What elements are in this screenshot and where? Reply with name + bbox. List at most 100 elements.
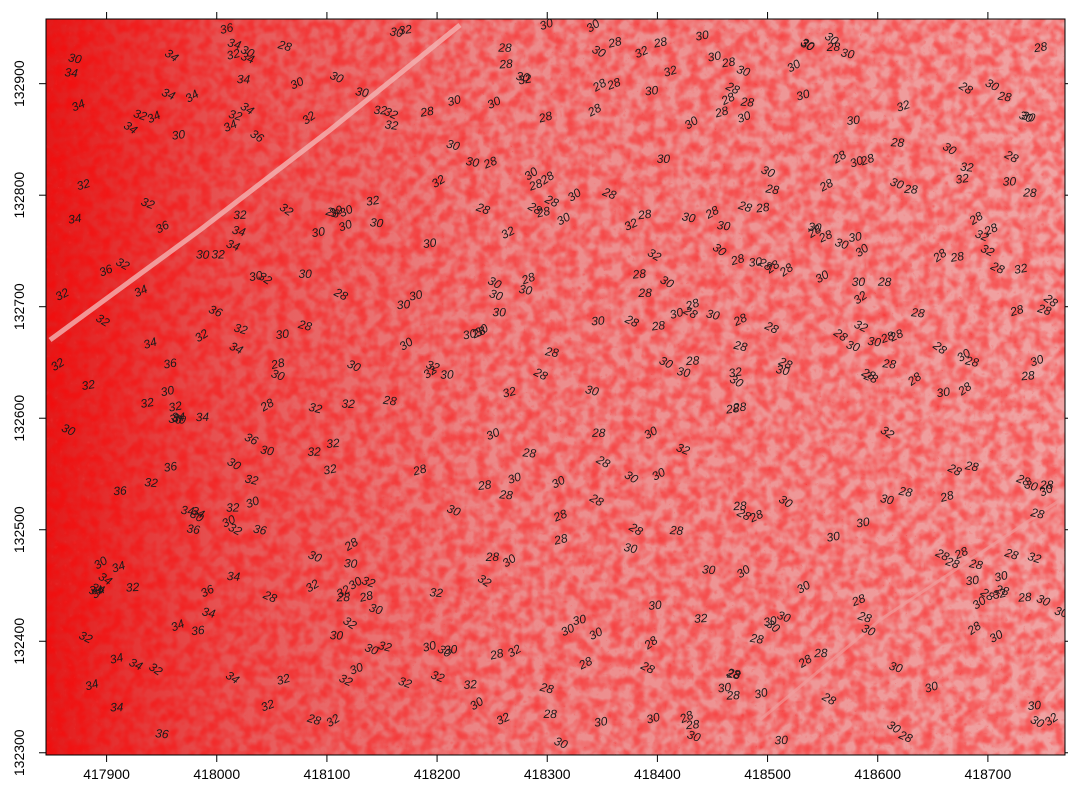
contour-label: 28 <box>638 658 657 677</box>
contour-label: 32 <box>694 611 709 626</box>
contour-label: 32 <box>211 248 225 262</box>
contour-label: 28 <box>849 591 868 609</box>
contour-label: 28 <box>536 108 554 125</box>
contour-label: 30 <box>337 202 355 220</box>
contour-label: 28 <box>956 78 976 98</box>
contour-label: 30 <box>1034 591 1052 609</box>
contour-label: 30 <box>859 621 877 639</box>
contour-label: 28 <box>1002 147 1021 166</box>
contour-label: 36 <box>252 522 268 538</box>
contour-label: 30 <box>348 660 366 678</box>
contour-label: 30 <box>168 412 183 427</box>
contour-label: 28 <box>341 535 361 555</box>
contour-label: 34 <box>64 65 79 80</box>
contour-label: 30 <box>794 578 813 597</box>
contour-label: 28 <box>988 258 1007 277</box>
contour-label: 30 <box>867 334 883 350</box>
contour-label: 28 <box>589 76 609 95</box>
contour-label: 28 <box>764 181 781 197</box>
contour-label: 28 <box>469 323 488 342</box>
y-tick-label: 132300 <box>11 729 27 776</box>
y-tick-label: 132600 <box>11 395 27 442</box>
contour-label-group: 3028303028362828323028303028303230282832… <box>48 16 1068 752</box>
contour-label: 30 <box>855 515 871 531</box>
contour-label: 32 <box>398 22 413 38</box>
contour-label: 32 <box>424 357 442 375</box>
contour-label: 30 <box>590 42 609 61</box>
contour-label: 28 <box>668 523 684 538</box>
contour-label: 30 <box>701 562 716 577</box>
contour-label: 34 <box>132 282 150 300</box>
contour-label: 30 <box>196 247 210 261</box>
contour-label: 28 <box>525 199 545 218</box>
contour-label: 32 <box>955 171 970 187</box>
contour-label: 28 <box>587 490 607 509</box>
contour-label: 32 <box>307 445 321 459</box>
contour-label: 28 <box>954 379 974 399</box>
contour-label: 30 <box>775 362 791 379</box>
contour-label: 30 <box>445 137 462 154</box>
contour-label: 28 <box>819 689 839 708</box>
contour-label: 30 <box>328 68 346 86</box>
contour-label: 28 <box>1028 505 1045 522</box>
contour-label: 30 <box>492 305 506 319</box>
contour-label: 30 <box>762 613 778 629</box>
contour-label: 34 <box>108 650 124 667</box>
contour-label: 32 <box>501 384 518 401</box>
contour-label: 28 <box>949 249 966 265</box>
contour-label: 28 <box>636 207 652 223</box>
contour-label: 30 <box>965 573 980 589</box>
contour-label: 30 <box>799 36 817 54</box>
contour-label: 28 <box>830 325 850 345</box>
contour-label: 32 <box>233 208 247 222</box>
contour-label: 28 <box>1032 39 1049 55</box>
contour-label: 34 <box>224 236 242 254</box>
y-tick-label: 132400 <box>11 618 27 665</box>
contour-label: 30 <box>288 74 306 93</box>
contour-label: 28 <box>498 57 514 72</box>
contour-label: 28 <box>903 182 919 197</box>
contour-label: 32 <box>632 43 650 61</box>
contour-label: 30 <box>645 710 662 727</box>
contour-label: 36 <box>162 356 178 372</box>
contour-label: 28 <box>488 646 505 663</box>
contour-label: 28 <box>725 688 740 703</box>
contour-label: 30 <box>440 367 454 381</box>
contour-label: 30 <box>1027 698 1042 713</box>
contour-label: 28 <box>724 665 743 683</box>
x-tick-label: 418100 <box>304 766 351 782</box>
contour-label: 30 <box>657 353 675 372</box>
contour-label: 30 <box>759 162 777 180</box>
contour-label: 28 <box>683 295 701 313</box>
contour-label: 30 <box>238 42 256 61</box>
contour-label: 30 <box>275 327 290 343</box>
contour-label: 28 <box>877 275 892 290</box>
contour-label: 28 <box>1017 590 1033 605</box>
contour-label: 30 <box>538 16 555 34</box>
contour-label: 30 <box>1053 604 1068 621</box>
contour-label: 32 <box>125 580 140 595</box>
contour-label: 28 <box>552 531 569 548</box>
contour-label: 30 <box>421 638 438 655</box>
contour-label: 28 <box>728 251 746 269</box>
contour-label: 28 <box>964 618 984 638</box>
contour-label: 30 <box>735 108 753 126</box>
contour-label: 28 <box>543 344 560 360</box>
contour-label: 30 <box>641 423 660 442</box>
contour-label: 30 <box>846 113 861 128</box>
contour-label: 28 <box>606 34 623 51</box>
contour-label: 30 <box>389 24 404 40</box>
contour-label: 30 <box>1028 712 1047 731</box>
contour-label: 28 <box>755 254 775 274</box>
contour-label: 28 <box>526 176 544 194</box>
contour-label: 30 <box>716 218 731 234</box>
contour-label: 28 <box>754 200 770 216</box>
plot-frame <box>45 18 1066 756</box>
contour-label: 30 <box>879 491 895 508</box>
contour-label: 28 <box>826 40 841 54</box>
contour-label: 36 <box>218 20 235 37</box>
contour-label: 36 <box>113 483 128 498</box>
contour-label: 30 <box>717 680 732 696</box>
contour-label: 34 <box>183 87 202 106</box>
contour-label: 32 <box>93 311 112 330</box>
